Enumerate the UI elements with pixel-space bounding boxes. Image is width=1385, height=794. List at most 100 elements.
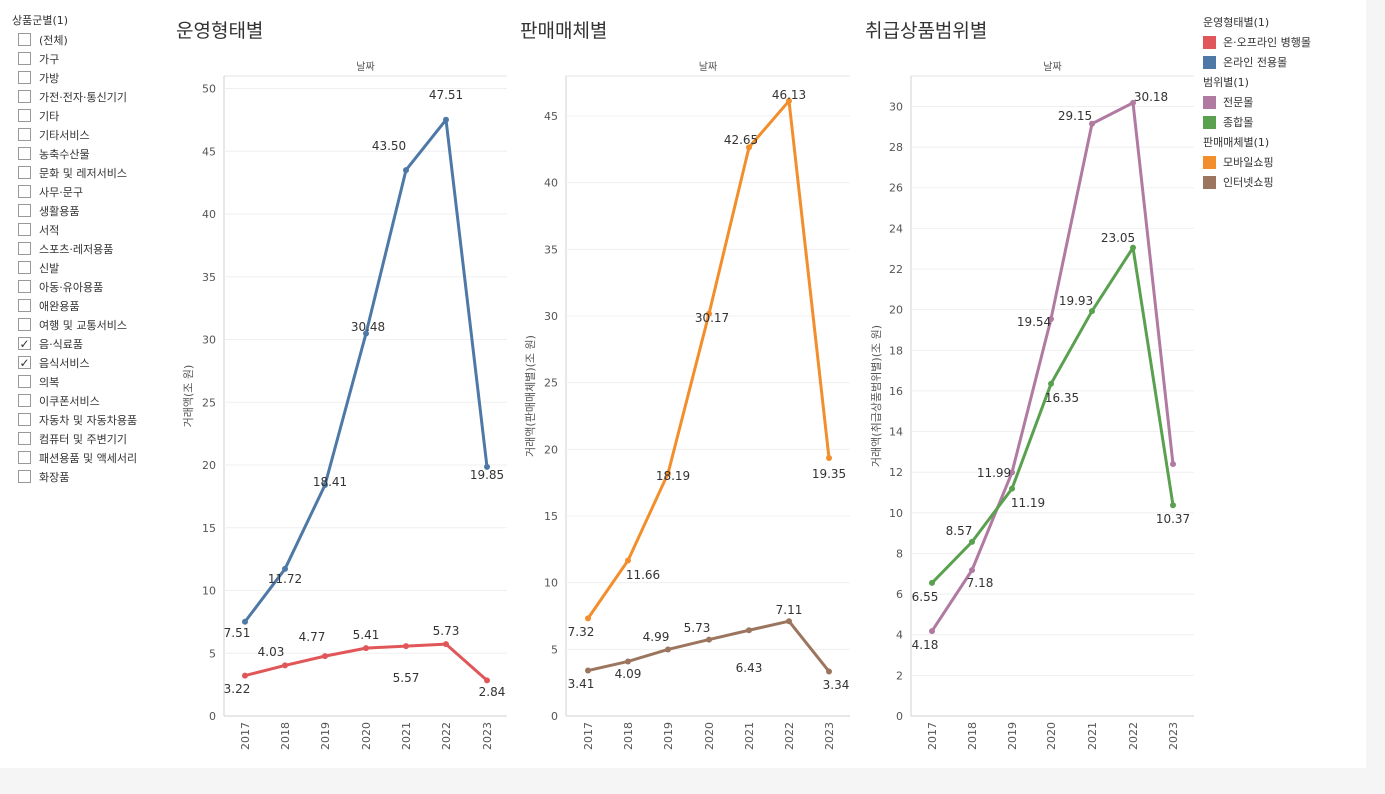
data-label: 16.35 [1045, 391, 1079, 405]
filter-checkbox[interactable] [18, 128, 31, 141]
legend-item[interactable]: 온·오프라인 병행몰 [1203, 32, 1383, 52]
filter-checkbox[interactable] [18, 204, 31, 217]
filter-item-label: 생활용품 [39, 204, 80, 218]
filter-item[interactable]: 의복 [12, 372, 172, 391]
data-point [1170, 502, 1176, 509]
data-point [242, 672, 248, 679]
data-point [1009, 485, 1015, 492]
filter-item[interactable]: 아동·유아용품 [12, 277, 172, 296]
legend-label: 종합몰 [1223, 116, 1254, 129]
filter-item[interactable]: 생활용품 [12, 201, 172, 220]
filter-checkbox[interactable] [18, 90, 31, 103]
legend-group-title: 운영형태별(1) [1203, 16, 1270, 29]
y-tick-label: 10 [889, 507, 903, 520]
filter-item[interactable]: 애완용품 [12, 296, 172, 315]
data-point [443, 116, 449, 123]
filter-checkbox[interactable] [18, 432, 31, 445]
filter-item-label: 기타 [39, 109, 60, 123]
filter-checkbox[interactable] [18, 280, 31, 293]
filter-item[interactable]: 컴퓨터 및 주변기기 [12, 429, 172, 448]
filter-checkbox[interactable]: ✓ [18, 336, 31, 351]
filter-item[interactable]: 문화 및 레저서비스 [12, 163, 172, 182]
data-point [403, 167, 409, 174]
legend-label: 온라인 전용몰 [1223, 56, 1288, 69]
filter-item[interactable]: 이쿠폰서비스 [12, 391, 172, 410]
filter-checkbox[interactable] [18, 242, 31, 255]
x-tick-label: 2023 [481, 722, 494, 750]
filter-item[interactable]: 자동차 및 자동차용품 [12, 410, 172, 429]
filter-item[interactable]: 기타 [12, 106, 172, 125]
x-tick-label: 2018 [966, 722, 979, 750]
filter-item[interactable]: 화장품 [12, 467, 172, 486]
filter-item[interactable]: 스포츠·레저용품 [12, 239, 172, 258]
x-tick-label: 2021 [400, 722, 413, 750]
data-point [1089, 308, 1095, 315]
filter-checkbox[interactable]: ✓ [18, 355, 31, 370]
filter-checkbox[interactable] [18, 413, 31, 426]
y-tick-label: 25 [544, 377, 558, 390]
y-tick-label: 50 [202, 83, 216, 96]
filter-item[interactable]: 여행 및 교통서비스 [12, 315, 172, 334]
data-label: 11.66 [626, 568, 660, 582]
filter-item[interactable]: (전체) [12, 30, 172, 49]
filter-item[interactable]: 기타서비스 [12, 125, 172, 144]
data-point [363, 645, 369, 652]
filter-item[interactable]: ✓ 음·식료품 [12, 334, 172, 353]
data-point [1048, 380, 1054, 387]
filter-checkbox[interactable] [18, 375, 31, 388]
legend-item[interactable]: 온라인 전용몰 [1203, 52, 1383, 72]
legend-item[interactable]: 인터넷쇼핑 [1203, 172, 1383, 192]
filter-checkbox[interactable] [18, 223, 31, 236]
y-tick-label: 2 [896, 669, 903, 682]
filter-item[interactable]: 서적 [12, 220, 172, 239]
filter-item[interactable]: 패션용품 및 액세서리 [12, 448, 172, 467]
filter-checkbox[interactable] [18, 318, 31, 331]
filter-item[interactable]: 사무·문구 [12, 182, 172, 201]
legend-item[interactable]: 전문몰 [1203, 92, 1383, 112]
legend-item[interactable]: 모바일쇼핑 [1203, 152, 1383, 172]
filter-checkbox[interactable] [18, 394, 31, 407]
y-tick-label: 35 [544, 243, 558, 256]
filter-item[interactable]: 가방 [12, 68, 172, 87]
filter-checkbox[interactable] [18, 299, 31, 312]
filter-checkbox[interactable] [18, 33, 31, 46]
filter-checkbox[interactable] [18, 71, 31, 84]
filter-item-label: 가구 [39, 52, 60, 66]
y-tick-label: 5 [551, 643, 558, 656]
x-tick-label: 2022 [440, 722, 453, 750]
series-line [243, 118, 489, 624]
filter-checkbox[interactable] [18, 185, 31, 198]
filter-checkbox[interactable] [18, 166, 31, 179]
x-axis-header: 날짜 [699, 61, 717, 73]
filter-item[interactable]: ✓ 음식서비스 [12, 353, 172, 372]
filter-checkbox[interactable] [18, 470, 31, 483]
filter-checkbox[interactable] [18, 261, 31, 274]
filter-checkbox[interactable] [18, 52, 31, 65]
data-point [1170, 461, 1176, 468]
filter-item[interactable]: 가전·전자·통신기기 [12, 87, 172, 106]
filter-item-label: 서적 [39, 223, 60, 237]
x-tick-label: 2021 [743, 722, 756, 750]
legend-label: 모바일쇼핑 [1223, 156, 1274, 169]
y-axis-label: 거래액(조 원) [182, 365, 195, 428]
data-point [969, 567, 975, 574]
filter-checkbox[interactable] [18, 147, 31, 160]
filter-item[interactable]: 농축수산물 [12, 144, 172, 163]
filter-checkbox[interactable] [18, 451, 31, 464]
filter-checkbox[interactable] [18, 109, 31, 122]
data-point [443, 641, 449, 648]
legend-item[interactable]: 종합몰 [1203, 112, 1383, 132]
legend-group-title: 판매매체별(1) [1203, 136, 1270, 149]
y-tick-label: 0 [551, 710, 558, 723]
x-tick-label: 2022 [783, 722, 796, 750]
filter-item[interactable]: 신발 [12, 258, 172, 277]
dashboard-canvas: 상품군별(1) (전체) 가구 가방 가전·전자·통신기기 기타 기타서비스 농축수산물 문화… [12, 14, 1311, 750]
x-tick-label: 2018 [279, 722, 292, 750]
y-tick-label: 35 [202, 271, 216, 284]
legend-swatch [1203, 95, 1216, 109]
x-tick-label: 2023 [823, 722, 836, 750]
data-label: 11.72 [268, 572, 302, 586]
data-point [746, 144, 752, 151]
filter-item[interactable]: 가구 [12, 49, 172, 68]
